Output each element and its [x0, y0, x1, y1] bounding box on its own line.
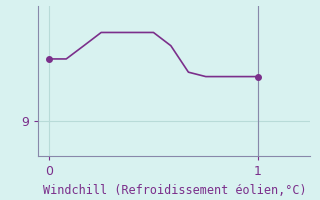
X-axis label: Windchill (Refroidissement éolien,°C): Windchill (Refroidissement éolien,°C): [43, 184, 306, 197]
